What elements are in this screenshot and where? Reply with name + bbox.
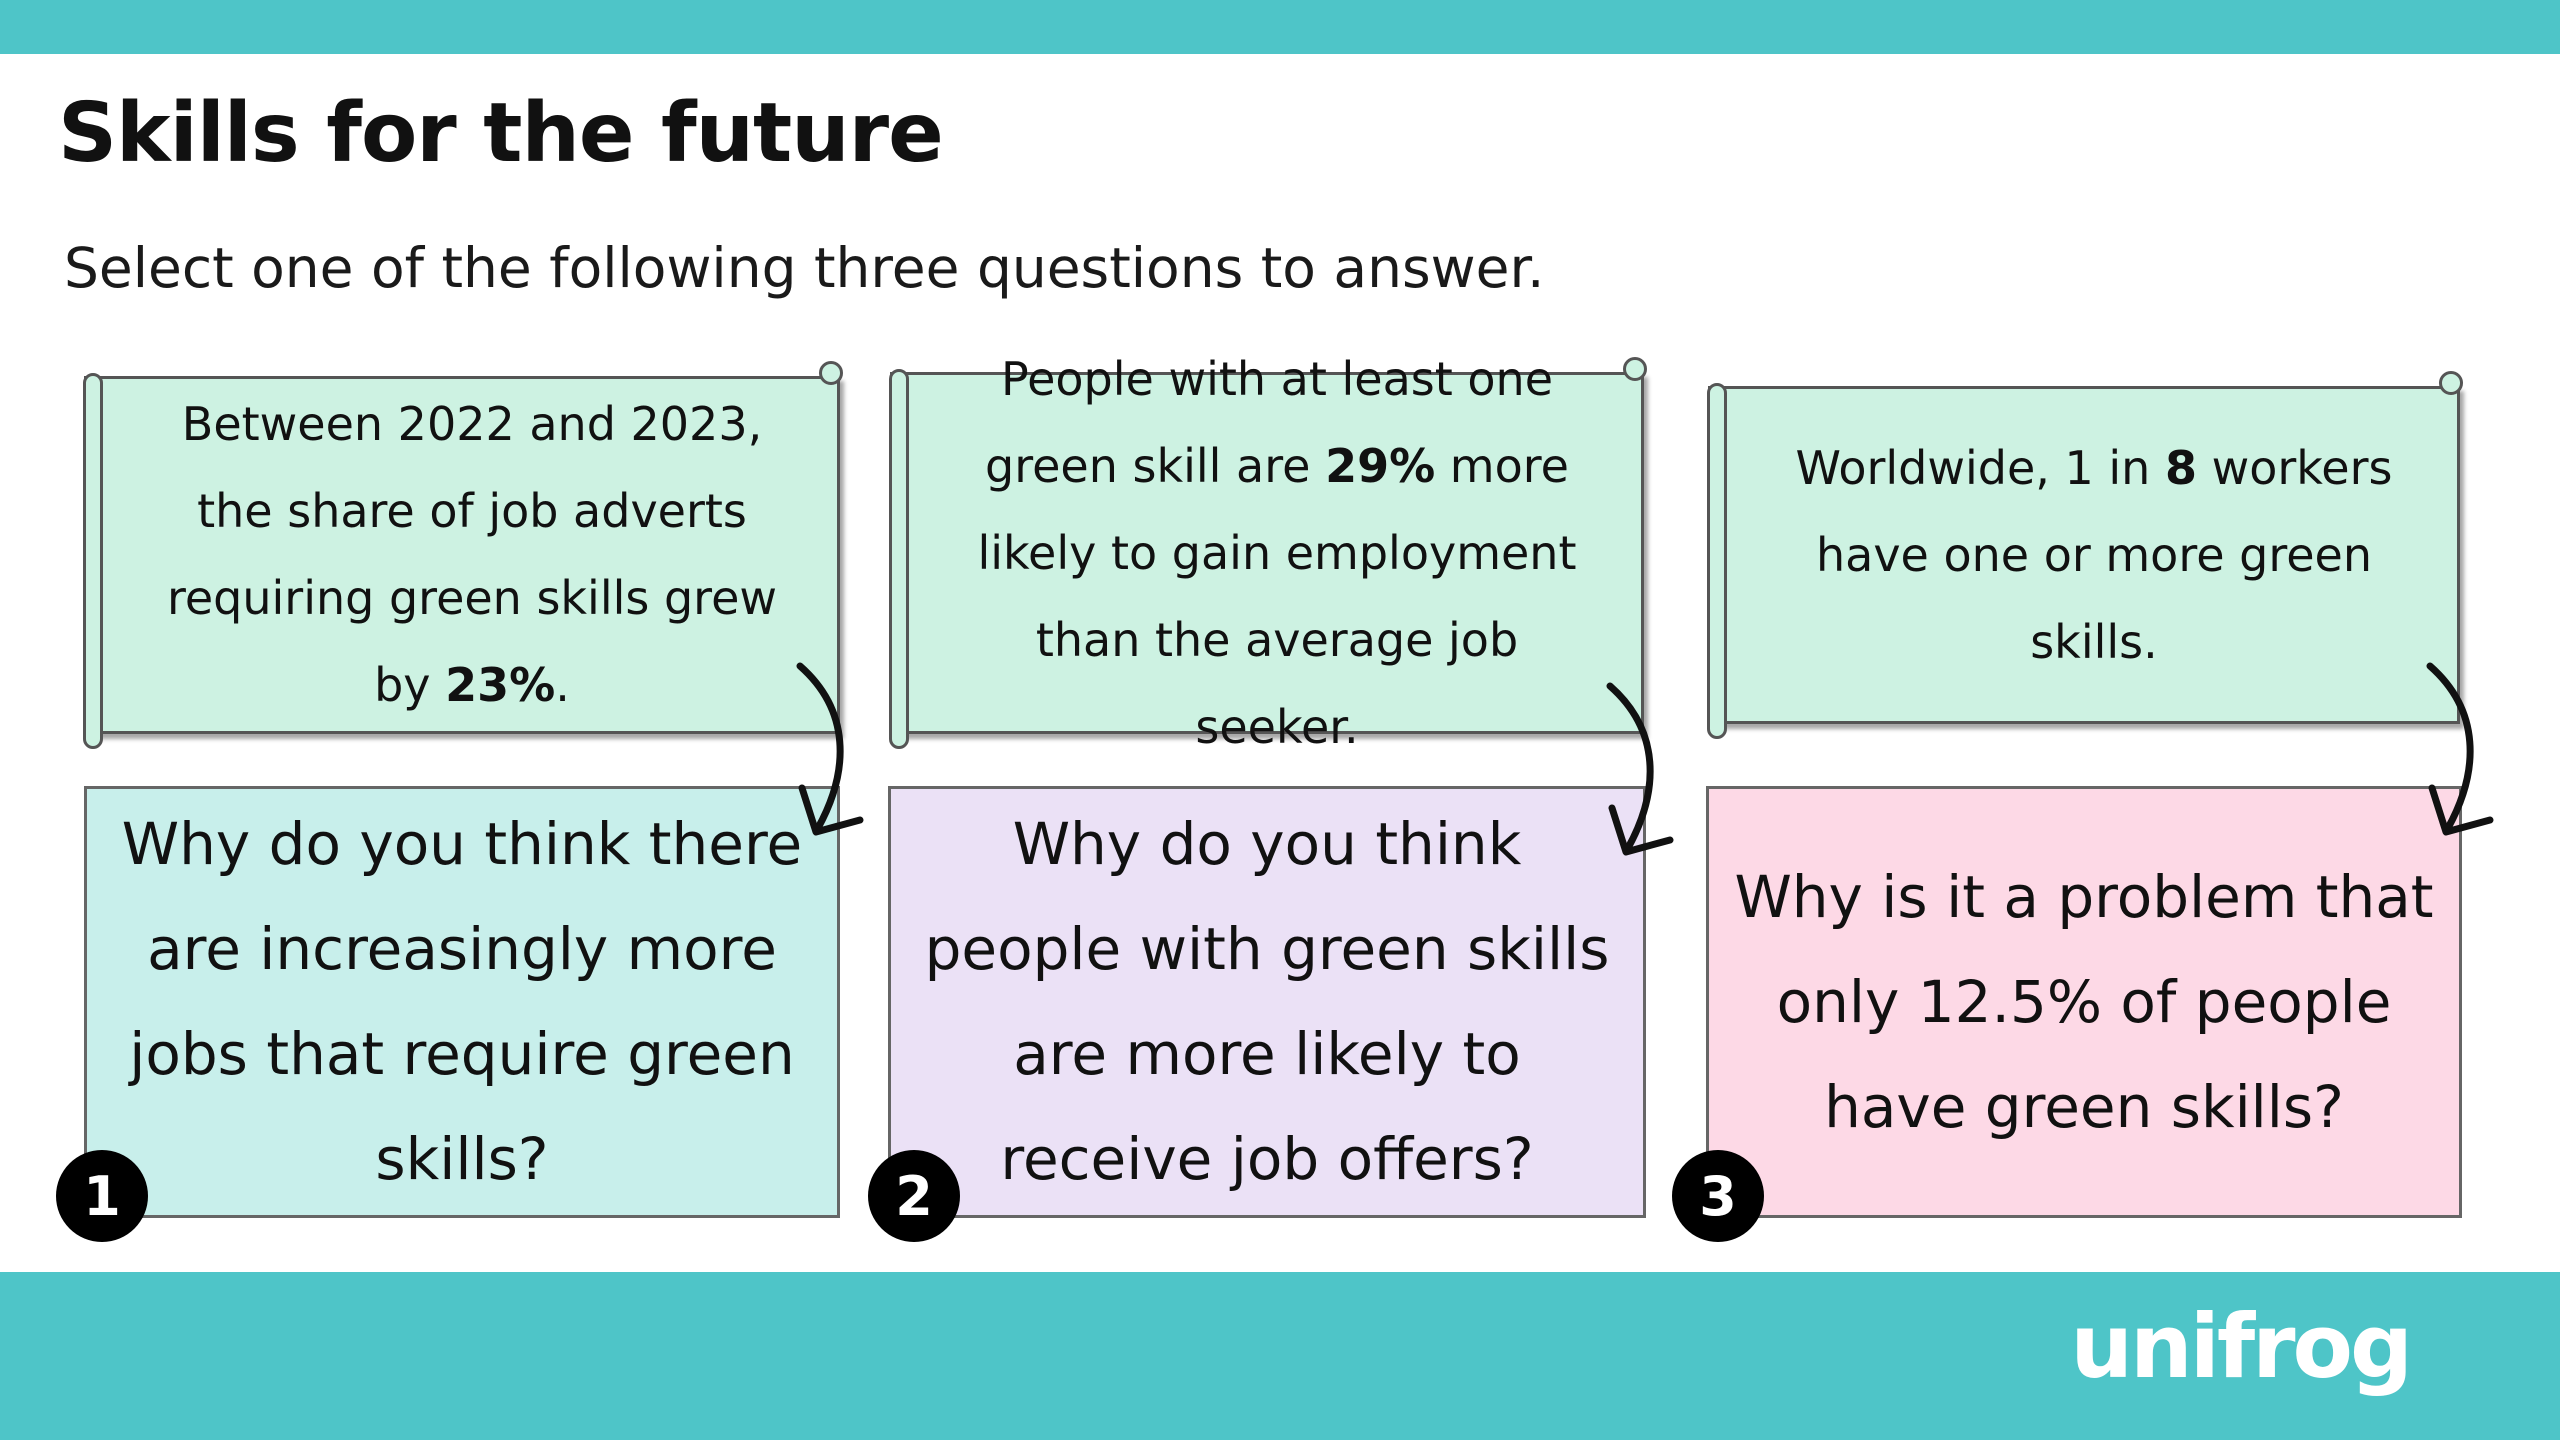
curved-arrow-icon: [2426, 662, 2494, 836]
fact-text-2: People with at least one green skill are…: [977, 351, 1577, 754]
question-text-3: Why is it a problem that only 12.5% of p…: [1734, 862, 2434, 1141]
fact-text-1: Between 2022 and 2023, the share of job …: [166, 397, 778, 712]
number-badge-2: 2: [868, 1150, 960, 1242]
unifrog-logo: unifrog: [2070, 1295, 2413, 1398]
fact-text-3: Worldwide, 1 in 8 workers have one or mo…: [1795, 440, 2393, 669]
scroll-curl: [2439, 371, 2463, 395]
question-text-2: Why do you think people with green skill…: [924, 810, 1610, 1193]
instructions: Select one of the following three questi…: [64, 236, 1545, 300]
scroll-roll: [83, 373, 103, 749]
scroll-roll: [1707, 383, 1727, 739]
number-badge-3: 3: [1672, 1150, 1764, 1242]
question-box-3[interactable]: Why is it a problem that only 12.5% of p…: [1706, 786, 2462, 1218]
top-bar: [0, 0, 2560, 54]
bottom-bar: [0, 1272, 2560, 1440]
fact-scroll-2: People with at least one green skill are…: [889, 352, 1647, 754]
fact-scroll-3: Worldwide, 1 in 8 workers have one or mo…: [1707, 371, 2463, 739]
question-text-1: Why do you think there are increasingly …: [121, 810, 803, 1193]
number-badge-1: 1: [56, 1150, 148, 1242]
curved-arrow-icon: [1606, 682, 1674, 856]
fact-scroll-1: Between 2022 and 2023, the share of job …: [83, 361, 843, 749]
scroll-curl: [819, 361, 843, 385]
question-box-1[interactable]: Why do you think there are increasingly …: [84, 786, 840, 1218]
page-title: Skills for the future: [58, 86, 944, 181]
scroll-roll: [889, 369, 909, 749]
curved-arrow-icon: [796, 662, 864, 836]
scroll-curl: [1623, 357, 1647, 381]
question-box-2[interactable]: Why do you think people with green skill…: [888, 786, 1646, 1218]
